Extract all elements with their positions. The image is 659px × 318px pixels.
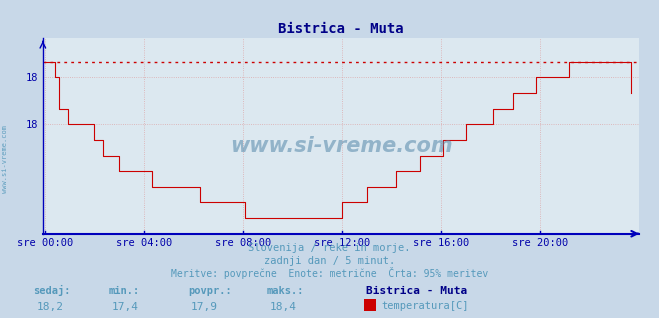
Text: 17,9: 17,9: [191, 302, 218, 312]
Text: www.si-vreme.com: www.si-vreme.com: [2, 125, 9, 193]
Text: 18,4: 18,4: [270, 302, 297, 312]
Text: Meritve: povprečne  Enote: metrične  Črta: 95% meritev: Meritve: povprečne Enote: metrične Črta:…: [171, 267, 488, 279]
Text: povpr.:: povpr.:: [188, 286, 231, 296]
Text: www.si-vreme.com: www.si-vreme.com: [230, 136, 452, 156]
Text: 17,4: 17,4: [112, 302, 139, 312]
Text: min.:: min.:: [109, 286, 140, 296]
Text: zadnji dan / 5 minut.: zadnji dan / 5 minut.: [264, 256, 395, 266]
Text: Slovenija / reke in morje.: Slovenija / reke in morje.: [248, 243, 411, 253]
Title: Bistrica - Muta: Bistrica - Muta: [278, 22, 404, 36]
Text: sedaj:: sedaj:: [33, 285, 71, 296]
Text: 18,2: 18,2: [36, 302, 63, 312]
Text: temperatura[C]: temperatura[C]: [381, 301, 469, 311]
Text: Bistrica - Muta: Bistrica - Muta: [366, 286, 467, 296]
Text: maks.:: maks.:: [267, 286, 304, 296]
